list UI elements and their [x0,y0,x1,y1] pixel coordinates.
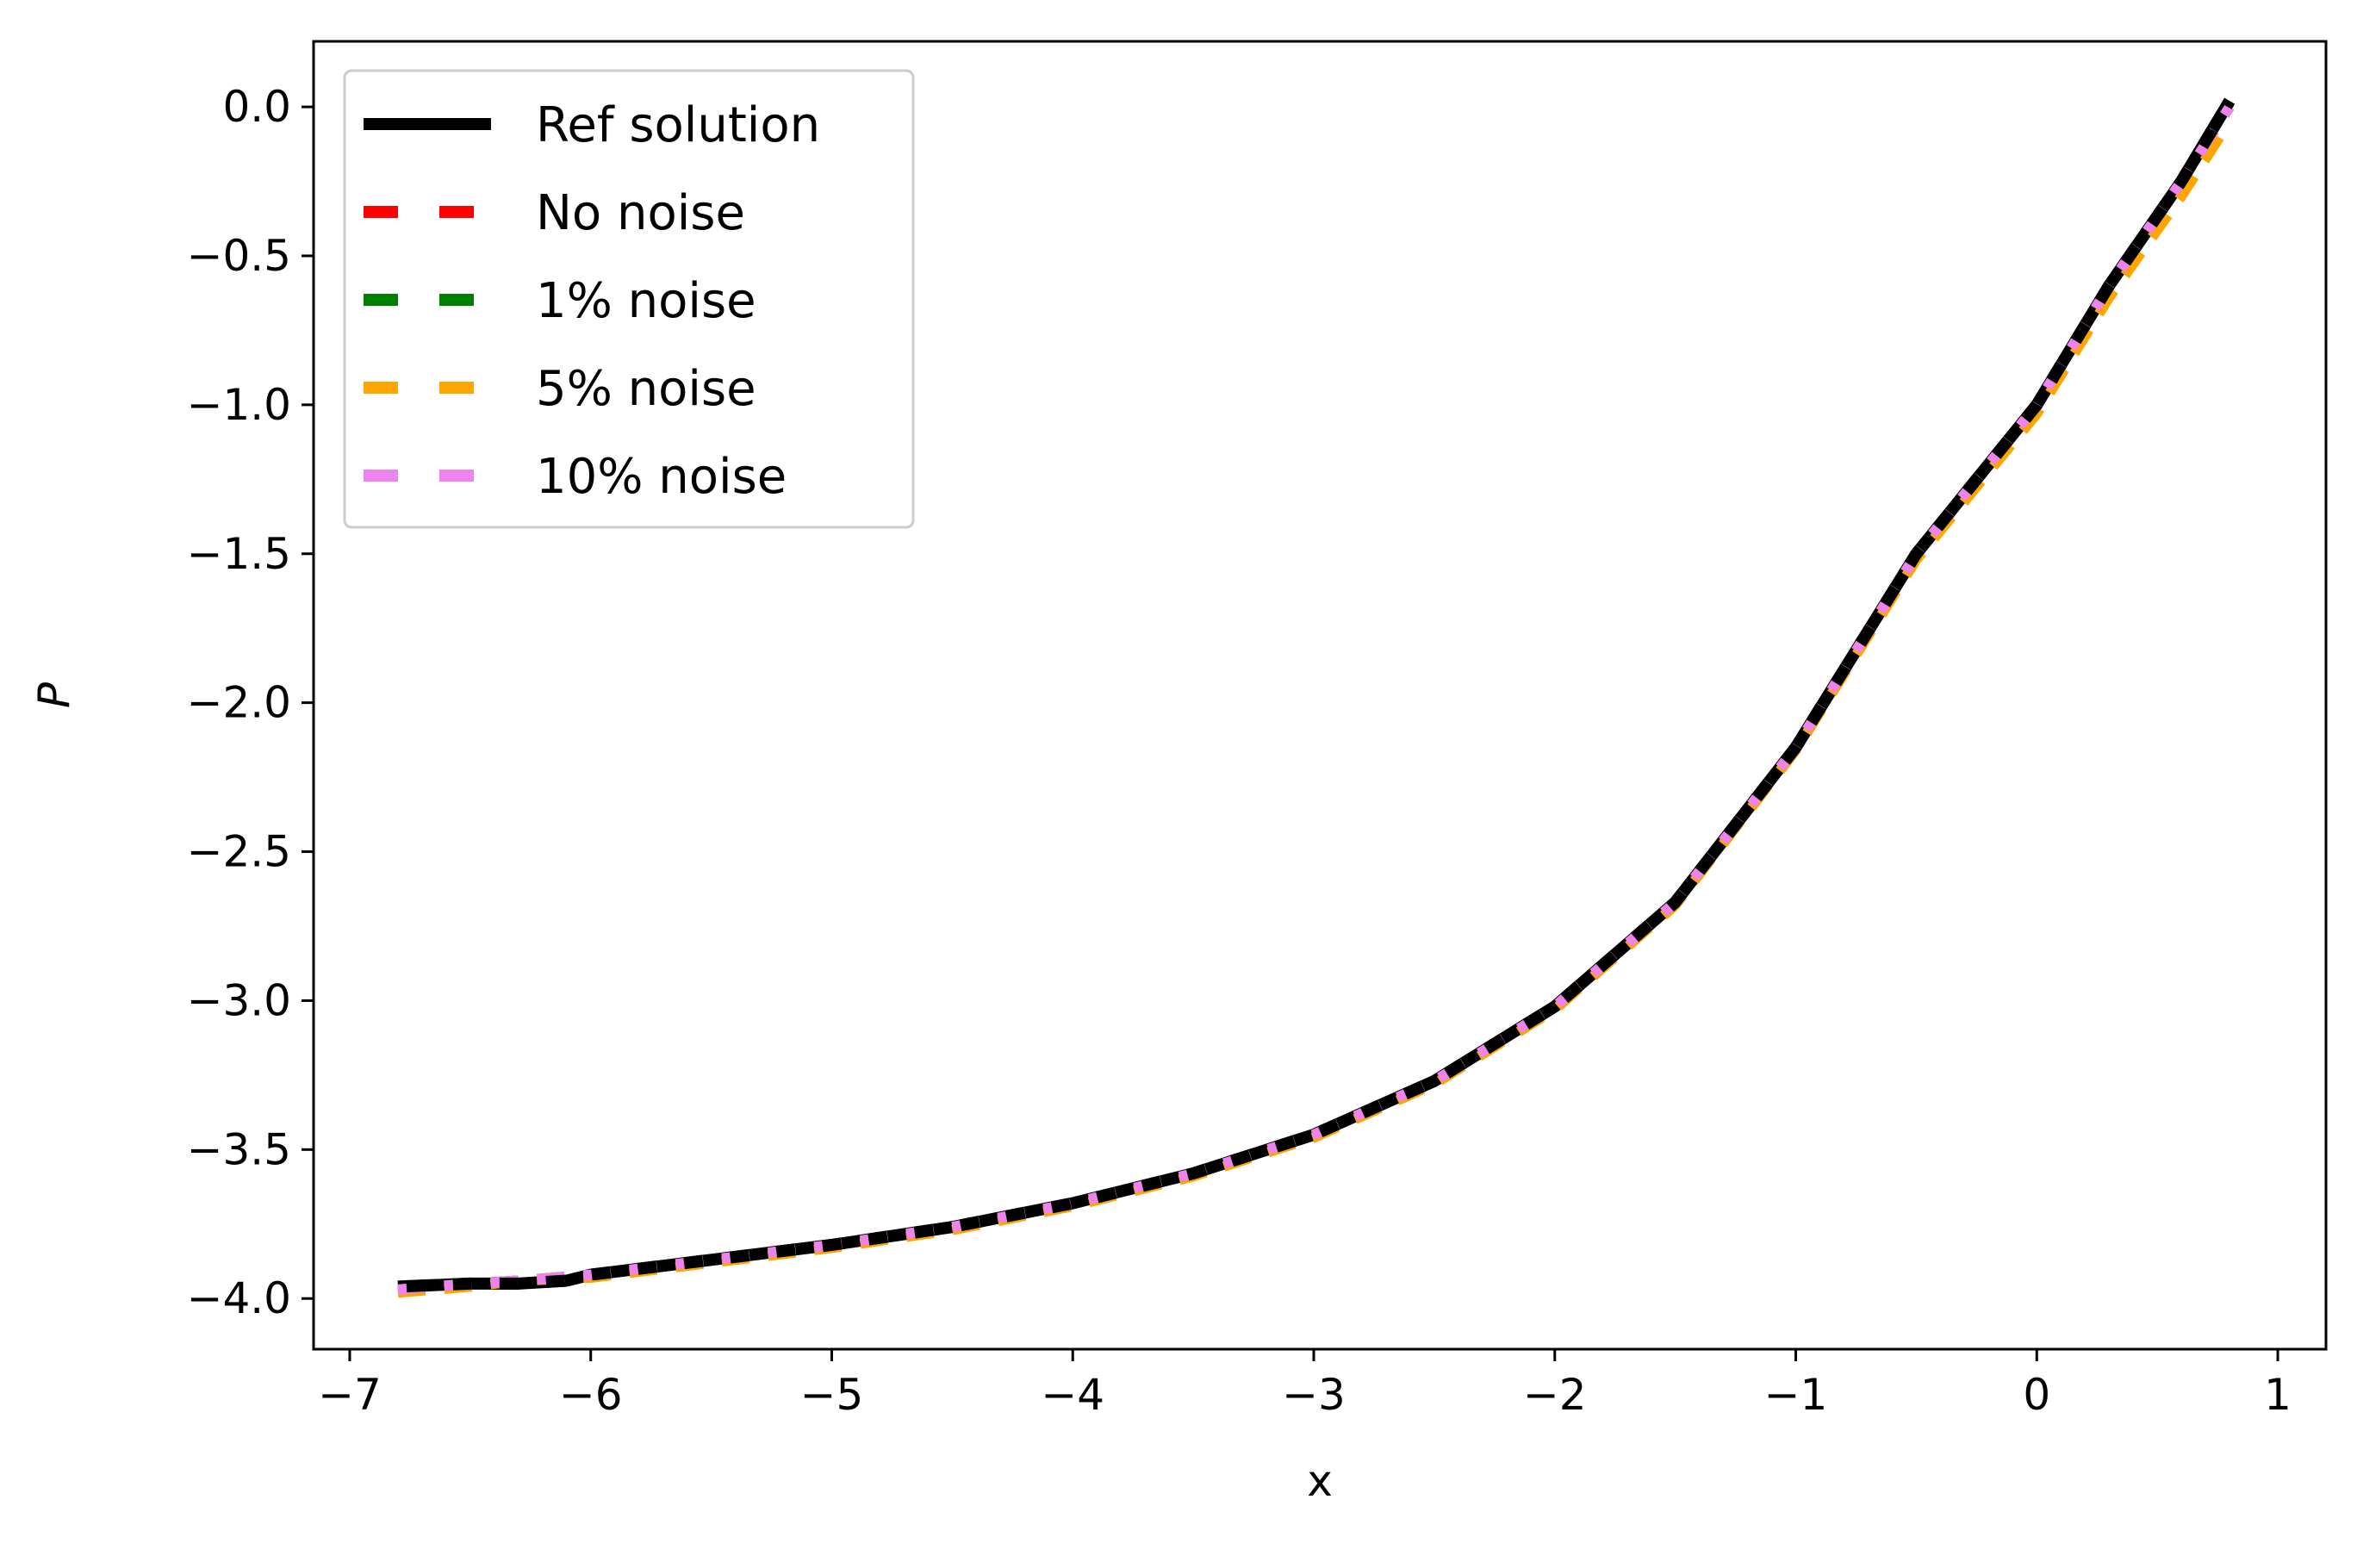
y-axis-ticks: 0.0 −0.5 −1.0 −1.5 −2.0 −2.5 −3.0 −3.5 −4.0 [187,82,314,1323]
y-tick-label: −3.0 [187,975,291,1025]
plot-lines [397,97,2236,1298]
y-tick-label: −4.0 [187,1273,291,1323]
x-tick-label: −5 [800,1370,864,1420]
x-tick-label: 0 [2023,1370,2050,1420]
y-tick-label: −2.5 [187,827,291,877]
x-tick-label: −3 [1282,1370,1346,1420]
x-tick-label: −7 [318,1370,382,1420]
y-axis-label: P [29,681,79,708]
y-tick-label: −3.5 [187,1124,291,1174]
axes-frame [312,40,2328,1351]
legend-label: 5% noise [536,361,756,417]
series-line-ref-solution [397,97,2236,1293]
y-tick-label: 0.0 [222,82,291,132]
legend-label: Ref solution [536,97,820,153]
y-tick-label: −1.0 [187,380,291,430]
x-tick-label: −6 [559,1370,623,1420]
y-tick-label: −0.5 [187,231,291,281]
x-axis-label: x [1307,1456,1333,1506]
x-tick-label: −4 [1041,1370,1104,1420]
x-tick-label: −2 [1523,1370,1587,1420]
y-tick-label: −1.5 [187,529,291,579]
x-tick-label: −1 [1764,1370,1828,1420]
x-tick-label: 1 [2264,1370,2292,1420]
legend-label: 10% noise [536,449,787,505]
legend: Ref solution No noise 1% noise 5% noise 10% … [343,69,915,529]
legend-label: No noise [536,185,745,241]
legend-label: 1% noise [536,273,756,329]
y-tick-label: −2.0 [187,678,291,728]
legend-box [343,69,915,529]
x-axis-ticks: −7 −6 −5 −4 −3 −2 −1 0 1 [318,1349,2292,1420]
